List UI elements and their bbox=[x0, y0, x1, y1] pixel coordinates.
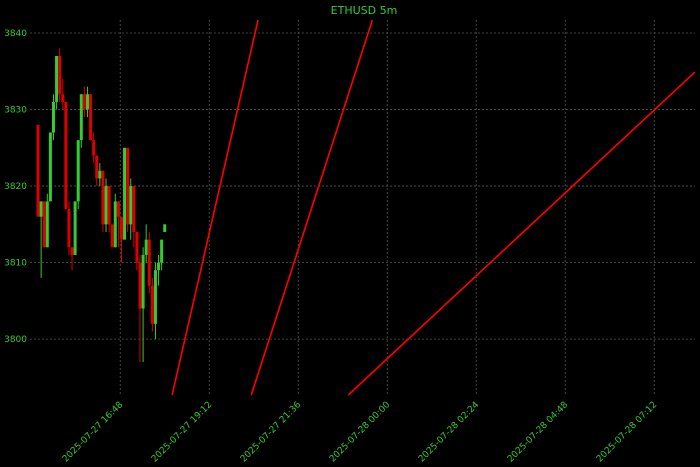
candle-body bbox=[160, 239, 164, 263]
y-tick-label: 3840 bbox=[4, 29, 27, 39]
y-tick-label: 3830 bbox=[4, 106, 27, 116]
y-tick-label: 3820 bbox=[4, 182, 27, 192]
candle-body bbox=[73, 201, 77, 255]
candle-body bbox=[135, 231, 139, 263]
candle-body bbox=[95, 155, 99, 179]
y-tick-label: 3810 bbox=[4, 259, 27, 269]
candle-body bbox=[110, 224, 114, 248]
candle-body bbox=[89, 94, 93, 141]
candle-body bbox=[123, 147, 127, 240]
candle-body bbox=[67, 209, 71, 248]
candle-body bbox=[150, 285, 154, 324]
candle-body bbox=[58, 55, 62, 95]
trend-line bbox=[250, 19, 374, 396]
candle-body bbox=[36, 124, 40, 217]
candle-body bbox=[101, 170, 105, 225]
candle-body bbox=[39, 201, 43, 217]
candle-body bbox=[144, 239, 148, 255]
candle-body bbox=[129, 186, 133, 225]
candle-body bbox=[70, 247, 74, 255]
chart-title: ETHUSD 5m bbox=[331, 4, 398, 17]
candle-body bbox=[138, 262, 142, 309]
candle-body bbox=[157, 262, 161, 271]
candle-body bbox=[42, 201, 46, 248]
candle-body bbox=[45, 201, 49, 248]
candle-body bbox=[92, 140, 96, 156]
candle-body bbox=[55, 55, 59, 102]
candle-body bbox=[51, 101, 55, 133]
candle-body bbox=[116, 201, 120, 217]
candle-body bbox=[98, 170, 102, 179]
candle-body bbox=[104, 186, 108, 225]
candle-body bbox=[126, 147, 130, 225]
candle-body bbox=[132, 186, 136, 232]
candle-body bbox=[153, 270, 157, 324]
candle-body bbox=[147, 239, 151, 286]
candle-body bbox=[61, 94, 65, 102]
candle-body bbox=[163, 224, 167, 232]
candle-body bbox=[64, 101, 68, 210]
trend-line bbox=[171, 19, 259, 396]
candle-body bbox=[113, 201, 117, 248]
candle-body bbox=[107, 186, 111, 225]
candle-body bbox=[82, 94, 86, 110]
trend-line bbox=[347, 71, 696, 396]
candle-body bbox=[119, 216, 123, 240]
candle-body bbox=[85, 94, 89, 110]
candle-body bbox=[79, 94, 83, 141]
candle-body bbox=[76, 140, 80, 202]
candle-body bbox=[141, 254, 145, 309]
y-tick-label: 3800 bbox=[4, 335, 27, 345]
candle-body bbox=[48, 132, 52, 202]
